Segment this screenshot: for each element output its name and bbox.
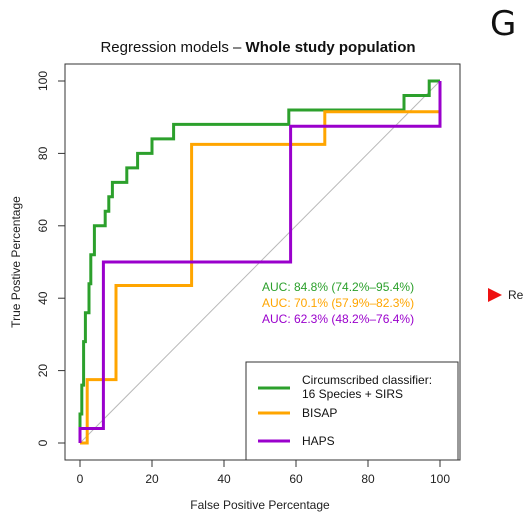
y-tick-label: 20 [36,364,50,378]
legend-label-line: Circumscribed classifier: [302,373,432,387]
panel-letter: G [490,4,517,44]
red-arrow-icon [488,288,502,302]
auc-label-1: AUC: 70.1% (57.9%–82.3%) [262,296,414,310]
y-tick-label: 0 [36,439,50,446]
legend-label-line: 16 Species + SIRS [302,387,403,401]
chart-title: Regression models – Whole study populati… [100,39,415,56]
legend-label-1: BISAP [302,406,337,420]
auc-label-0: AUC: 84.8% (74.2%–95.4%) [262,280,414,294]
y-axis-label: True Postive Percentage [9,196,23,328]
roc-series-line-0 [78,79,440,443]
x-axis-label: False Positive Percentage [190,498,330,512]
chart-title-prefix: Regression models – [100,39,245,56]
legend-label-line: HAPS [302,434,335,448]
legend-label-0: Circumscribed classifier: 16 Species + SI… [302,373,432,401]
x-tick-label: 20 [145,472,159,486]
x-tick-label: 40 [217,472,231,486]
side-label-fragment: Re [508,288,524,302]
y-tick-label: 100 [36,71,50,91]
legend-label-line: BISAP [302,406,337,420]
roc-series-line-2 [78,81,442,443]
x-tick-label: 100 [430,472,450,486]
auc-label-2: AUC: 62.3% (48.2%–76.4%) [262,312,414,326]
chart-title-bold: Whole study population [246,39,416,56]
roc-series-line-1 [80,110,440,445]
x-tick-label: 0 [77,472,84,486]
y-tick-label: 80 [36,146,50,160]
y-tick-label: 40 [36,291,50,305]
x-tick-label: 60 [289,472,303,486]
legend-label-2: HAPS [302,434,335,448]
x-tick-label: 80 [361,472,375,486]
y-tick-label: 60 [36,219,50,233]
legend-box [245,361,459,461]
